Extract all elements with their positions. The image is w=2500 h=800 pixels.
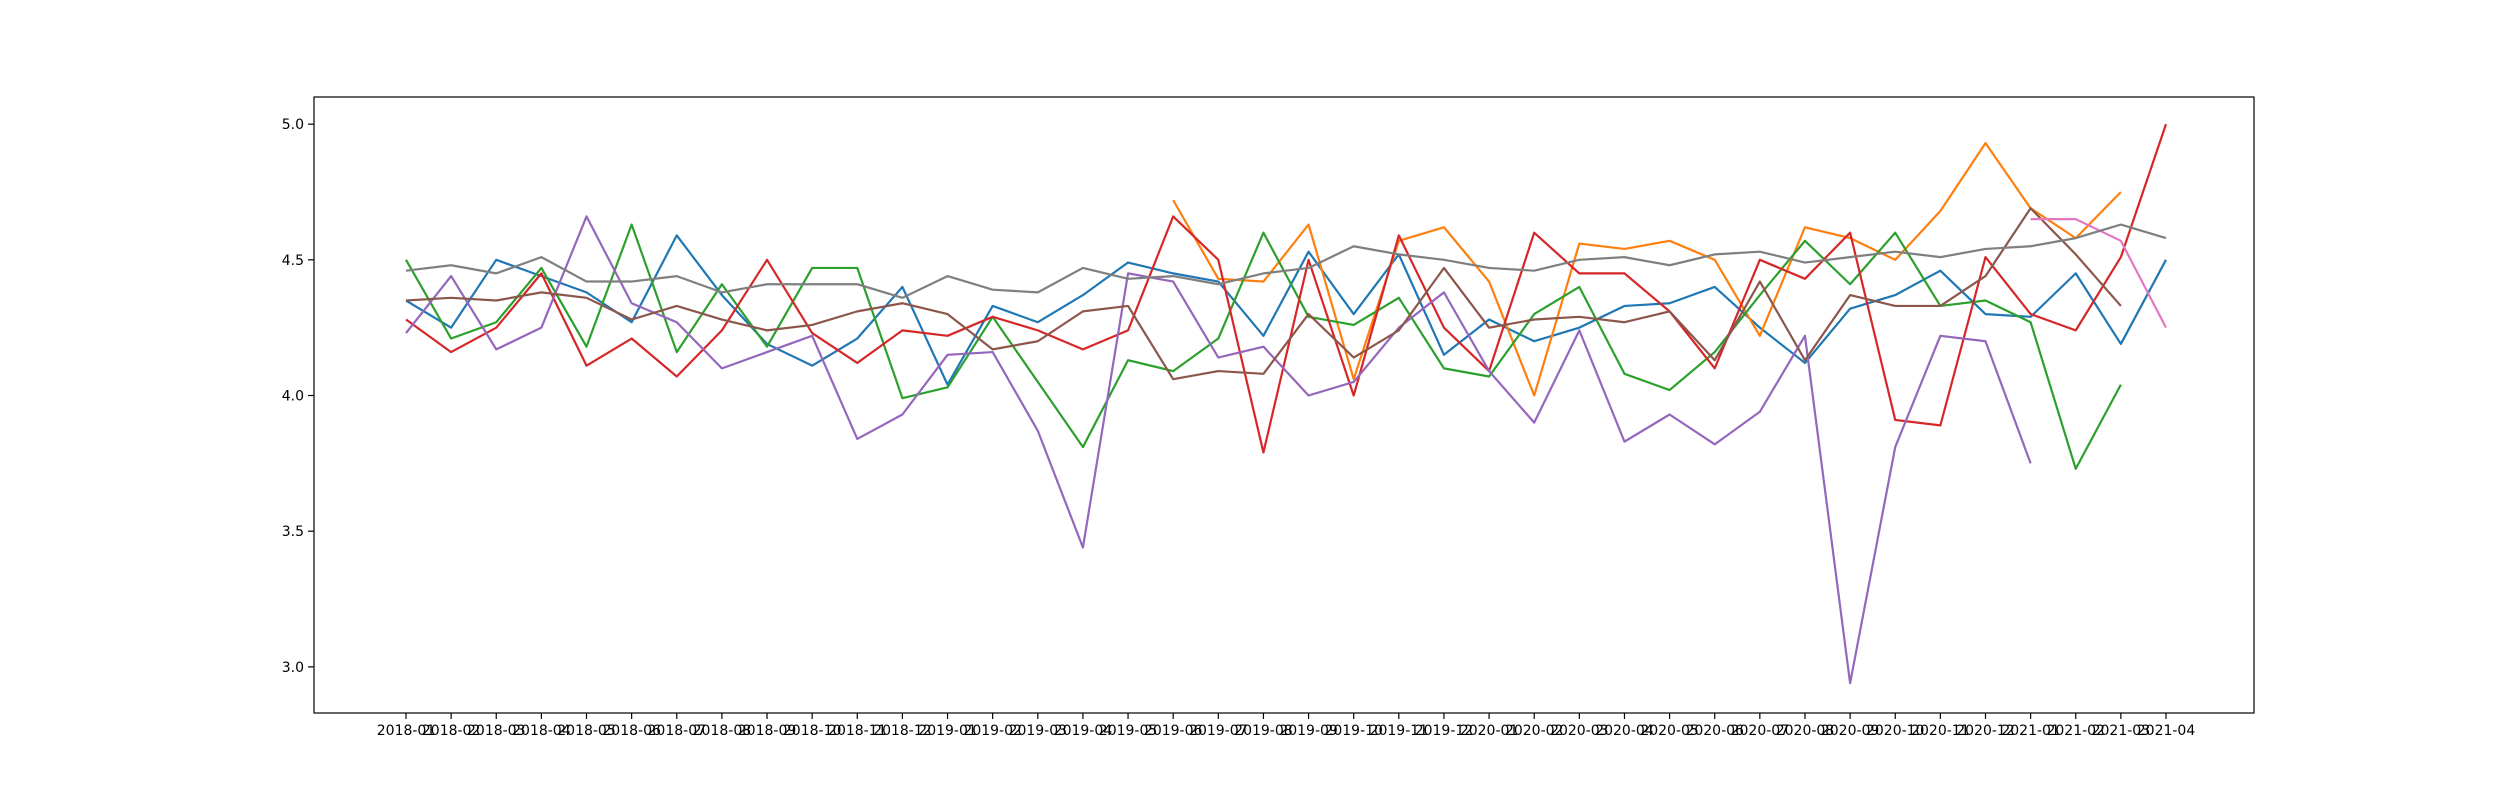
series-line-8 [405, 223, 2167, 299]
series-line-2 [1172, 142, 2122, 397]
y-tick-label: 4.5 [282, 253, 304, 269]
x-tick-label: 2020-04 [1595, 723, 1654, 739]
x-tick-label: 2020-03 [1550, 723, 1609, 739]
x-tick-label: 2020-01 [1460, 723, 1519, 739]
x-tick-label: 2019-08 [1234, 723, 1293, 739]
x-tick-label: 2020-12 [1956, 723, 2015, 739]
x-tick-label: 2018-04 [512, 723, 571, 739]
x-tick-label: 2019-07 [1189, 723, 1248, 739]
x-tick-label: 2018-06 [602, 723, 661, 739]
y-tick-label: 5.0 [282, 117, 304, 133]
x-tick-label: 2021-01 [2001, 723, 2060, 739]
x-tick-label: 2021-02 [2046, 723, 2105, 739]
plot-frame [313, 96, 2255, 714]
x-tick-label: 2019-04 [1054, 723, 1113, 739]
x-tick-label: 2019-12 [1415, 723, 1474, 739]
x-tick-label: 2018-11 [828, 723, 887, 739]
x-tick-label: 2021-04 [2137, 723, 2196, 739]
y-tick-label: 3.5 [282, 524, 304, 540]
x-tick-label: 2018-05 [557, 723, 616, 739]
x-tick-label: 2018-07 [648, 723, 707, 739]
series-line-7 [2030, 218, 2167, 329]
series-line-5 [405, 215, 2032, 685]
x-tick-label: 2019-02 [963, 723, 1022, 739]
x-tick-label: 2018-03 [467, 723, 526, 739]
x-tick-label: 2020-10 [1866, 723, 1925, 739]
x-tick-label: 2020-05 [1640, 723, 1699, 739]
x-tick-label: 2020-11 [1911, 723, 1970, 739]
x-tick-label: 2018-10 [783, 723, 842, 739]
y-axis: 3.0 3.5 4.0 4.5 5.0 [282, 117, 314, 676]
x-tick-label: 2019-03 [1009, 723, 1068, 739]
series-line-6 [405, 207, 2122, 381]
x-tick-label: 2020-06 [1685, 723, 1744, 739]
series-line-1 [405, 234, 2167, 386]
x-tick-label: 2019-05 [1099, 723, 1158, 739]
series-line-3 [405, 223, 2122, 470]
x-tick-label: 2019-01 [918, 723, 977, 739]
x-tick-label: 2019-10 [1324, 723, 1383, 739]
y-tick-label: 3.0 [282, 660, 304, 676]
x-tick-label: 2019-06 [1144, 723, 1203, 739]
series-line-4 [405, 123, 2168, 454]
x-tick-label: 2020-02 [1505, 723, 1564, 739]
x-tick-label: 2018-01 [377, 723, 436, 739]
x-tick-label: 2018-08 [693, 723, 752, 739]
y-tick-label: 4.0 [282, 389, 304, 405]
x-tick-label: 2018-09 [738, 723, 797, 739]
x-tick-label: 2020-08 [1776, 723, 1835, 739]
x-tick-label: 2019-09 [1279, 723, 1338, 739]
x-axis: 2018-012018-022018-032018-042018-052018-… [377, 713, 2196, 739]
x-tick-label: 2018-12 [873, 723, 932, 739]
x-tick-label: 2020-07 [1731, 723, 1790, 739]
x-tick-label: 2021-03 [2092, 723, 2151, 739]
x-tick-label: 2018-02 [422, 723, 481, 739]
x-tick-label: 2020-09 [1821, 723, 1880, 739]
series-layer [405, 123, 2168, 685]
x-tick-label: 2019-11 [1370, 723, 1429, 739]
